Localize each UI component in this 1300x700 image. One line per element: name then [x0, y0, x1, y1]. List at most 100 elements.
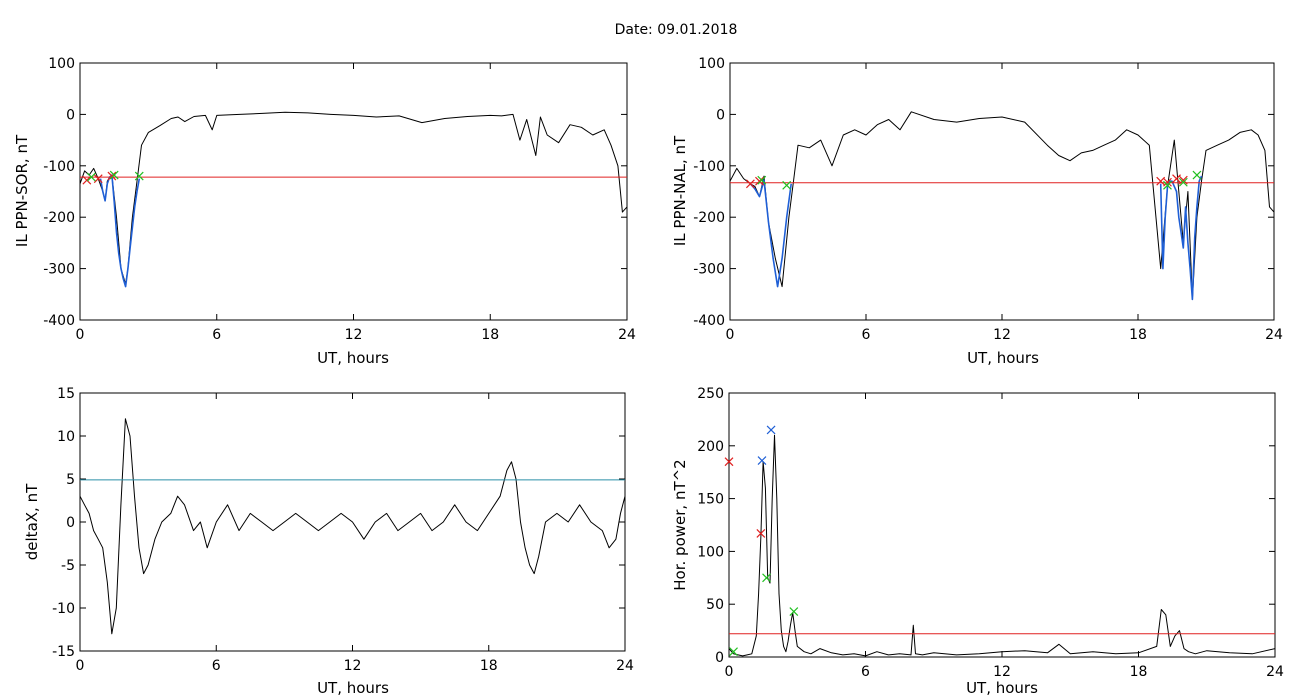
- y-tick-label: 15: [57, 386, 75, 402]
- x-tick-label: 18: [480, 658, 498, 674]
- x-marker-stroke: [1192, 170, 1202, 180]
- panel-power: UT, hours Hor. power, nT^2 0 6 12 18 24 0 50 10…: [671, 386, 1284, 697]
- y-tick-label: 50: [706, 597, 724, 613]
- x-marker-stroke: [782, 180, 792, 190]
- series-line-0: [729, 111, 1275, 300]
- series-line-0: [79, 111, 628, 285]
- x-tick-label: 24: [1266, 664, 1284, 680]
- x-marker: [755, 176, 764, 186]
- x-axis-label: UT, hours: [966, 679, 1038, 697]
- x-marker: [1178, 177, 1188, 187]
- x-marker: [757, 175, 767, 185]
- marks: [79, 111, 628, 288]
- x-tick-label: 12: [993, 664, 1011, 680]
- x-marker: [82, 175, 92, 185]
- x-marker: [1163, 177, 1172, 187]
- x-marker: [1163, 180, 1172, 190]
- x-marker-stroke: [789, 607, 799, 617]
- y-tick-label: 100: [697, 544, 724, 560]
- x-marker-stroke: [762, 573, 771, 583]
- x-marker: [107, 171, 117, 181]
- x-tick-label: 18: [1130, 664, 1148, 680]
- x-tick-label: 6: [861, 664, 870, 680]
- x-tick-label: 18: [481, 327, 499, 343]
- y-tick-label: -400: [693, 313, 725, 329]
- x-tick-label: 0: [76, 327, 85, 343]
- ticks: 0 6 12 18 24 -400 -300 -200 -100 0 100: [43, 56, 636, 343]
- series-line-0: [79, 418, 626, 635]
- y-tick-label: 100: [698, 56, 725, 72]
- y-tick-label: -10: [52, 601, 75, 617]
- y-tick-label: 0: [716, 107, 725, 123]
- y-tick-label: 0: [66, 515, 75, 531]
- y-axis-label: Hor. power, nT^2: [671, 459, 689, 590]
- x-axis-label: UT, hours: [967, 349, 1039, 367]
- x-axis-label: UT, hours: [317, 349, 389, 367]
- x-marker-stroke: [757, 456, 767, 466]
- y-tick-label: -300: [693, 262, 725, 278]
- y-tick-label: 150: [697, 492, 724, 508]
- y-tick-label: 0: [66, 107, 75, 123]
- ticks: 0 6 12 18 24 -400 -300 -200 -100 0 100: [693, 56, 1283, 343]
- y-tick-label: -400: [43, 313, 75, 329]
- x-marker-stroke: [109, 170, 119, 180]
- x-marker: [1172, 174, 1181, 184]
- x-marker: [782, 180, 792, 190]
- y-tick-label: 250: [697, 386, 724, 402]
- x-tick-label: 0: [725, 664, 734, 680]
- y-axis-label: deltaX, nT: [23, 483, 41, 560]
- panel-nal: UT, hours IL PPN-NAL, nT 0 6 12 18 24 -400 -30…: [671, 56, 1283, 367]
- y-tick-label: 5: [66, 472, 75, 488]
- x-marker-stroke: [134, 171, 144, 181]
- plot-frame: [79, 62, 628, 321]
- x-tick-label: 12: [344, 658, 362, 674]
- panel-sor: UT, hours IL PPN-SOR, nT 0 6 12 18 24 -400 -30…: [13, 56, 636, 367]
- x-marker-stroke: [1163, 177, 1172, 187]
- y-tick-label: 10: [57, 429, 75, 445]
- series-line-1: [749, 179, 792, 288]
- series-line-2: [1159, 175, 1203, 301]
- x-marker-stroke: [757, 175, 767, 185]
- page-title: Date: 09.01.2018: [615, 22, 738, 38]
- x-axis-label: UT, hours: [317, 679, 389, 697]
- x-marker-stroke: [1178, 175, 1188, 185]
- x-marker-stroke: [1178, 177, 1188, 187]
- y-axis-label: IL PPN-SOR, nT: [13, 134, 31, 247]
- x-marker: [729, 647, 738, 657]
- y-tick-label: -200: [43, 210, 75, 226]
- y-tick-label: -100: [693, 159, 725, 175]
- y-tick-label: 200: [697, 439, 724, 455]
- x-tick-label: 18: [1129, 327, 1147, 343]
- x-tick-label: 12: [345, 327, 363, 343]
- x-tick-label: 6: [212, 327, 221, 343]
- marks: [724, 425, 1276, 657]
- x-tick-label: 0: [76, 658, 85, 674]
- y-tick-label: -100: [43, 159, 75, 175]
- x-marker-stroke: [86, 172, 96, 182]
- x-marker: [789, 607, 799, 617]
- x-marker: [745, 179, 755, 189]
- y-tick-label: -200: [693, 210, 725, 226]
- x-marker-stroke: [82, 175, 92, 185]
- plot-frame: [728, 392, 1276, 658]
- x-marker: [109, 170, 119, 180]
- x-marker: [1178, 175, 1188, 185]
- marks: [79, 418, 626, 635]
- ticks: 0 6 12 18 24 0 50 100 150 200 250: [697, 386, 1284, 680]
- x-tick-label: 24: [616, 658, 634, 674]
- x-tick-label: 12: [993, 327, 1011, 343]
- series-line-0: [728, 434, 1276, 657]
- x-marker: [86, 172, 96, 182]
- x-marker: [762, 573, 771, 583]
- marks: [729, 111, 1275, 301]
- x-marker-stroke: [755, 176, 764, 186]
- y-tick-label: 100: [48, 56, 75, 72]
- x-marker-stroke: [745, 179, 755, 189]
- x-marker: [766, 425, 776, 435]
- x-marker: [724, 457, 734, 467]
- x-marker: [756, 529, 766, 538]
- x-marker-stroke: [729, 647, 738, 657]
- x-marker-stroke: [1163, 180, 1172, 190]
- y-tick-label: -300: [43, 262, 75, 278]
